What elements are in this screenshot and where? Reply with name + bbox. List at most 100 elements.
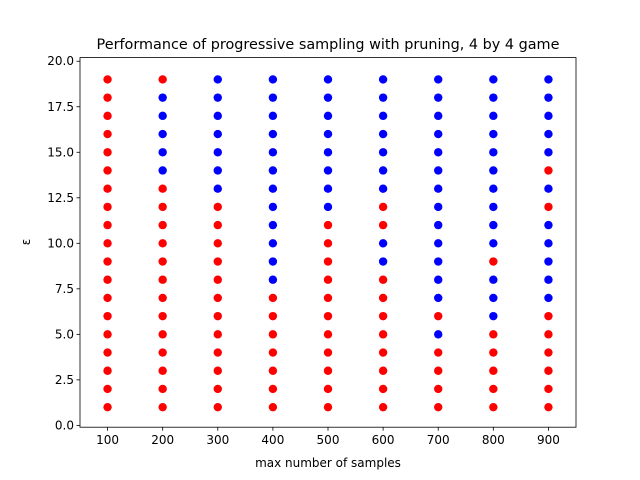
point (434, 239, 443, 248)
point (544, 330, 553, 339)
point (378, 330, 388, 339)
x-tick-label: 500 (317, 433, 340, 447)
point (323, 293, 333, 303)
point (158, 384, 167, 394)
point (544, 75, 553, 84)
x-tick-label: 200 (151, 433, 174, 447)
point (158, 348, 167, 357)
point (544, 202, 553, 212)
point (268, 257, 278, 266)
point (378, 402, 388, 412)
point (158, 184, 167, 193)
point (268, 275, 278, 284)
y-axis-label: ε (19, 239, 33, 246)
point (489, 402, 498, 412)
point (378, 129, 388, 139)
point (268, 166, 278, 175)
chart-title: Performance of progressive sampling with… (97, 37, 560, 53)
point (103, 384, 112, 394)
point (103, 148, 112, 157)
point (378, 348, 388, 357)
point (323, 166, 333, 175)
point (489, 184, 498, 193)
point (489, 330, 498, 339)
point (213, 402, 222, 412)
point (378, 257, 388, 266)
point (103, 129, 112, 139)
point (323, 148, 333, 157)
y-tick-label: 10.0 (47, 236, 74, 250)
point (378, 220, 388, 230)
point (544, 93, 553, 102)
point (268, 348, 278, 357)
x-tick-label: 400 (261, 433, 284, 447)
point (323, 111, 333, 121)
point (378, 111, 388, 121)
point (213, 275, 222, 284)
point (213, 311, 222, 321)
point (268, 75, 278, 84)
point (213, 184, 222, 193)
point (434, 330, 443, 339)
point (103, 293, 112, 303)
point (103, 330, 112, 339)
point (434, 384, 443, 394)
point (268, 330, 278, 339)
point (103, 402, 112, 412)
point (323, 75, 333, 84)
point (103, 366, 112, 375)
point (158, 366, 167, 375)
point (213, 166, 222, 175)
point (544, 148, 553, 157)
point (434, 166, 443, 175)
y-tick-label: 5.0 (55, 327, 74, 341)
point (158, 75, 167, 84)
point (158, 202, 167, 212)
point (268, 148, 278, 157)
point (103, 166, 112, 175)
point (434, 75, 443, 84)
point (103, 202, 112, 212)
point (489, 348, 498, 357)
point (213, 111, 222, 121)
point (378, 202, 388, 212)
point (213, 330, 222, 339)
point (544, 166, 553, 175)
point (489, 366, 498, 375)
point (323, 239, 333, 248)
point (268, 111, 278, 121)
point (489, 257, 498, 266)
point (158, 239, 167, 248)
point (378, 311, 388, 321)
point (268, 202, 278, 212)
point (323, 93, 333, 102)
point (103, 184, 112, 193)
point (378, 75, 388, 84)
point (434, 311, 443, 321)
point (489, 239, 498, 248)
point (213, 220, 222, 230)
y-tick-label: 0.0 (55, 418, 74, 432)
point (323, 330, 333, 339)
point (489, 202, 498, 212)
point (323, 402, 333, 412)
point (378, 293, 388, 303)
point (544, 239, 553, 248)
point (434, 202, 443, 212)
point (268, 184, 278, 193)
point (323, 275, 333, 284)
point (489, 311, 498, 321)
point (544, 129, 553, 139)
point (323, 311, 333, 321)
point (103, 93, 112, 102)
point (158, 311, 167, 321)
point (489, 111, 498, 121)
point (158, 129, 167, 139)
x-tick-label: 100 (96, 433, 119, 447)
point (323, 184, 333, 193)
point (103, 111, 112, 121)
point (268, 93, 278, 102)
point (158, 330, 167, 339)
point (158, 148, 167, 157)
point (268, 220, 278, 230)
